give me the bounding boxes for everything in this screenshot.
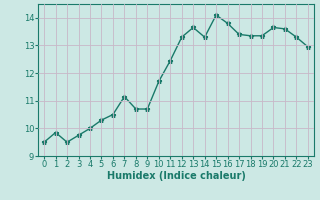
X-axis label: Humidex (Indice chaleur): Humidex (Indice chaleur) <box>107 171 245 181</box>
